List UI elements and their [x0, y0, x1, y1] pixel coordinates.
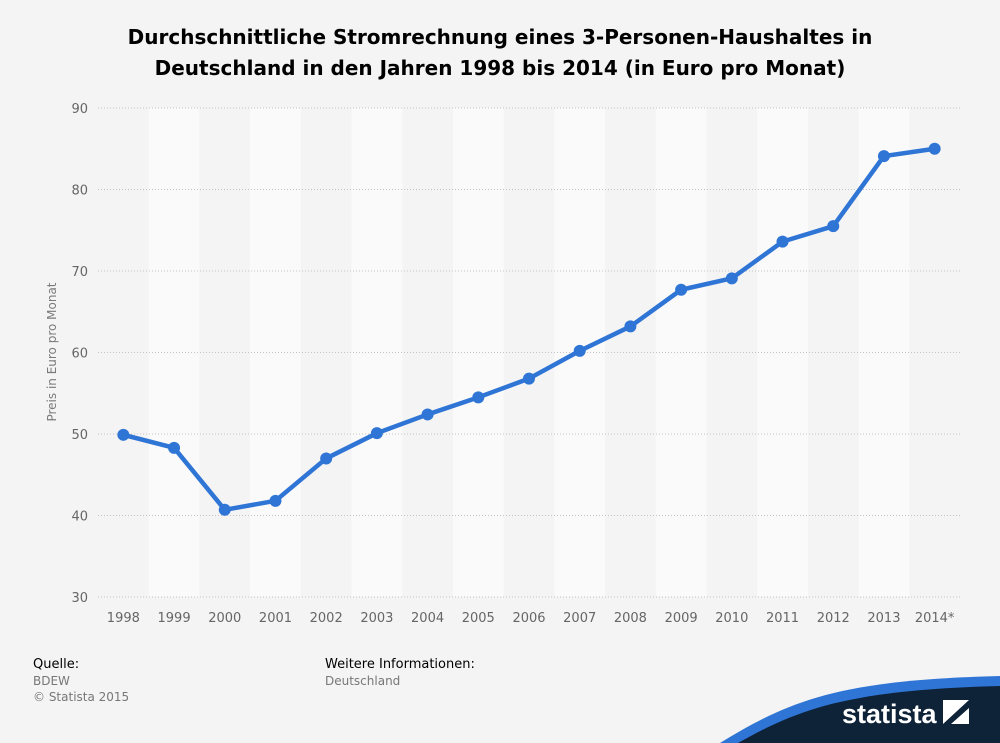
x-tick-label: 2008 [614, 611, 647, 626]
data-point[interactable] [725, 272, 738, 285]
copyright-text: © Statista 2015 [33, 690, 130, 704]
x-tick-label: 2002 [310, 611, 343, 626]
data-point[interactable] [168, 441, 181, 454]
column-band [858, 108, 910, 597]
info-block: Weitere Informationen: Deutschland [325, 656, 475, 689]
data-point[interactable] [675, 283, 688, 296]
data-point[interactable] [117, 428, 130, 441]
x-tick-label: 2011 [766, 611, 799, 626]
data-point[interactable] [421, 408, 434, 421]
brand-name: statista [842, 699, 938, 729]
data-point[interactable] [877, 150, 890, 163]
data-point[interactable] [523, 372, 535, 385]
info-heading: Weitere Informationen: [325, 657, 475, 672]
x-tick-label: 2003 [360, 611, 393, 626]
x-tick-label: 2000 [208, 611, 241, 626]
x-tick-label: 2012 [817, 611, 850, 626]
data-point[interactable] [320, 452, 333, 465]
y-tick-label: 30 [71, 591, 88, 606]
series-line-group [117, 142, 941, 516]
x-tick-label: 2009 [665, 611, 698, 626]
y-tick-label: 40 [71, 510, 88, 525]
banner-dark-swoosh [738, 686, 1000, 743]
x-tick-label: 2001 [259, 611, 292, 626]
column-band [148, 108, 200, 597]
x-tick-label: 2007 [563, 611, 596, 626]
y-tick-label: 80 [71, 184, 88, 199]
data-point[interactable] [218, 503, 231, 516]
y-tick-label: 50 [71, 428, 88, 443]
x-tick-label: 2014* [915, 611, 955, 626]
x-axis-ticks: 1998 1999 2000 2001 2002 2003 2004 2005 2006 2007… [107, 611, 955, 626]
y-tick-label: 70 [71, 265, 88, 280]
data-point[interactable] [776, 235, 789, 248]
y-tick-label: 90 [71, 102, 88, 117]
data-point[interactable] [624, 320, 637, 333]
x-tick-label: 2013 [867, 611, 900, 626]
data-point[interactable] [269, 494, 282, 507]
x-tick-label: 2004 [411, 611, 444, 626]
x-tick-label: 1998 [107, 611, 140, 626]
x-tick-label: 2005 [462, 611, 495, 626]
source-heading: Quelle: [33, 657, 80, 672]
data-point[interactable] [827, 220, 840, 233]
x-tick-label: 1999 [158, 611, 191, 626]
data-point[interactable] [370, 427, 383, 440]
line-chart: 30 40 50 60 70 80 90 1998 1999 2000 2001 2002 2003 2… [45, 102, 960, 626]
x-tick-label: 2006 [512, 611, 545, 626]
data-point[interactable] [928, 142, 941, 155]
x-tick-label: 2010 [715, 611, 748, 626]
y-tick-label: 60 [71, 347, 88, 362]
y-axis-label: Preis in Euro pro Monat [45, 282, 59, 421]
data-point[interactable] [472, 391, 485, 404]
source-text: BDEW [33, 674, 70, 688]
brand-mark-icon [943, 700, 969, 724]
data-point[interactable] [573, 344, 586, 357]
source-block: Quelle: BDEW © Statista 2015 [33, 656, 129, 705]
info-text: Deutschland [325, 674, 401, 688]
y-axis-ticks: 30 40 50 60 70 80 90 [71, 102, 88, 606]
chart-title: Durchschnittliche Stromrechnung eines 3-… [127, 25, 873, 80]
